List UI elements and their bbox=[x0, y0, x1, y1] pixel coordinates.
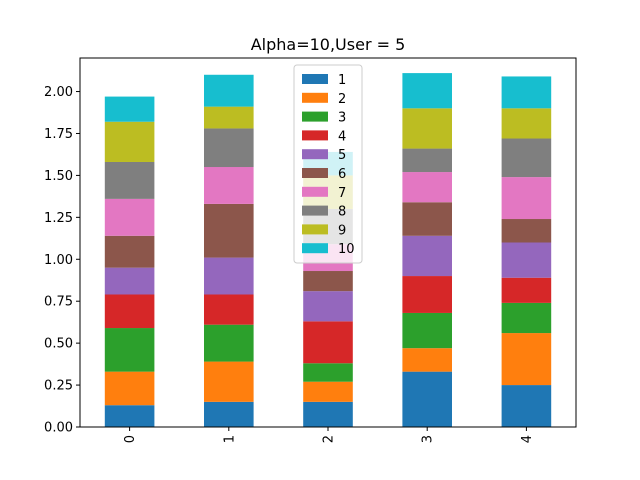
bar-segment-cat4-series8 bbox=[501, 138, 552, 178]
y-tick-label: 1.00 bbox=[44, 253, 73, 268]
bar-segment-cat3-series1 bbox=[402, 371, 452, 427]
bar-segment-cat0-series1 bbox=[104, 405, 155, 427]
legend-label-8: 8 bbox=[338, 205, 346, 220]
legend-swatch-1 bbox=[302, 74, 328, 84]
legend-swatch-6 bbox=[302, 168, 328, 178]
bar-segment-cat1-series4 bbox=[204, 294, 254, 325]
y-tick-label: 0.00 bbox=[44, 421, 73, 436]
bar-segment-cat0-series8 bbox=[104, 161, 155, 199]
bar-segment-cat3-series9 bbox=[402, 108, 452, 149]
bar-segment-cat0-series6 bbox=[104, 235, 155, 268]
y-tick-label: 1.50 bbox=[44, 169, 73, 184]
x-axis: 0 1 2 3 4 bbox=[123, 427, 535, 443]
bar-segment-cat2-series3 bbox=[303, 363, 353, 382]
plot-frame bbox=[79, 57, 577, 428]
bar-segment-cat4-series7 bbox=[501, 177, 552, 220]
bar-segment-cat0-series10 bbox=[104, 96, 155, 122]
x-tick-label: 3 bbox=[421, 435, 436, 443]
bar-segment-cat4-series10 bbox=[501, 76, 552, 109]
bar-segment-cat0-series4 bbox=[104, 294, 155, 329]
legend-label-4: 4 bbox=[338, 129, 346, 144]
bar-segment-cat4-series1 bbox=[501, 385, 552, 427]
bar-segment-cat4-series9 bbox=[501, 108, 552, 139]
legend-swatch-7 bbox=[302, 186, 328, 197]
bar-segment-cat0-series9 bbox=[104, 121, 155, 162]
legend-label-5: 5 bbox=[338, 148, 346, 163]
legend-swatch-9 bbox=[302, 224, 328, 235]
bar-segment-cat4-series6 bbox=[501, 219, 552, 243]
legend-label-7: 7 bbox=[338, 186, 346, 201]
bar-segment-cat1-series10 bbox=[204, 74, 254, 107]
y-tick-label: 0.25 bbox=[44, 379, 73, 394]
bar-segment-cat1-series5 bbox=[204, 257, 254, 295]
legend-swatch-10 bbox=[302, 243, 328, 254]
bar-segment-cat1-series3 bbox=[204, 324, 254, 362]
bar-segment-cat1-series7 bbox=[204, 167, 254, 204]
bar-segment-cat1-series2 bbox=[204, 361, 254, 402]
legend-label-10: 10 bbox=[338, 242, 355, 257]
bar-segment-cat3-series5 bbox=[402, 235, 452, 277]
x-tick-label: 1 bbox=[222, 435, 237, 443]
bar-segment-cat3-series6 bbox=[402, 202, 452, 236]
bar-segment-cat2-series5 bbox=[303, 291, 353, 322]
legend-swatch-5 bbox=[302, 149, 328, 160]
x-tick-label: 4 bbox=[520, 435, 535, 443]
bar-segment-cat0-series2 bbox=[104, 371, 155, 406]
legend-swatch-4 bbox=[302, 130, 328, 141]
legend-label-3: 3 bbox=[338, 111, 346, 126]
bar-segment-cat1-series9 bbox=[204, 106, 254, 129]
y-tick-label: 2.00 bbox=[44, 85, 73, 100]
bar-segment-cat4-series4 bbox=[501, 277, 552, 303]
legend-swatch-8 bbox=[302, 205, 328, 216]
bar-segment-cat2-series4 bbox=[303, 321, 353, 364]
bar-segment-cat0-series7 bbox=[104, 198, 155, 236]
bar-segment-cat2-series6 bbox=[303, 271, 353, 292]
bar-segment-cat0-series5 bbox=[104, 267, 155, 295]
legend: 1 2 3 4 5 6 7 8 9 10 bbox=[293, 64, 363, 264]
legend-label-2: 2 bbox=[338, 92, 346, 107]
y-tick-label: 0.75 bbox=[44, 295, 73, 310]
bar-segment-cat4-series3 bbox=[501, 302, 552, 334]
chart-title: Alpha=10,User = 5 bbox=[251, 35, 406, 54]
legend-label-1: 1 bbox=[338, 73, 346, 88]
bar-segment-cat4-series2 bbox=[501, 333, 552, 386]
bar-segment-cat3-series10 bbox=[402, 73, 452, 109]
x-tick-label: 2 bbox=[322, 435, 337, 443]
bar-segment-cat3-series2 bbox=[402, 348, 452, 372]
legend-label-9: 9 bbox=[338, 223, 346, 238]
bar-segment-cat4-series5 bbox=[501, 242, 552, 278]
y-axis: 0.00 0.25 0.50 0.75 1.00 1.25 1.50 1.75 2.00 bbox=[44, 85, 80, 436]
bar-segment-cat1-series1 bbox=[204, 401, 254, 427]
legend-swatch-2 bbox=[302, 92, 328, 103]
x-tick-label: 0 bbox=[123, 435, 138, 443]
bar-segment-cat2-series1 bbox=[303, 401, 353, 427]
y-tick-label: 1.75 bbox=[44, 127, 73, 142]
legend-label-6: 6 bbox=[338, 167, 346, 182]
bar-segment-cat3-series7 bbox=[402, 172, 452, 203]
legend-swatch-3 bbox=[302, 111, 328, 122]
bar-segment-cat3-series8 bbox=[402, 148, 452, 173]
y-tick-label: 1.25 bbox=[44, 211, 73, 226]
bar-segment-cat3-series3 bbox=[402, 312, 452, 349]
bar-segment-cat2-series2 bbox=[303, 381, 353, 402]
bar-segment-cat1-series6 bbox=[204, 203, 254, 258]
bar-segment-cat3-series4 bbox=[402, 276, 452, 313]
bar-segment-cat1-series8 bbox=[204, 128, 254, 168]
y-tick-label: 0.50 bbox=[44, 337, 73, 352]
bar-segment-cat0-series3 bbox=[104, 328, 155, 372]
